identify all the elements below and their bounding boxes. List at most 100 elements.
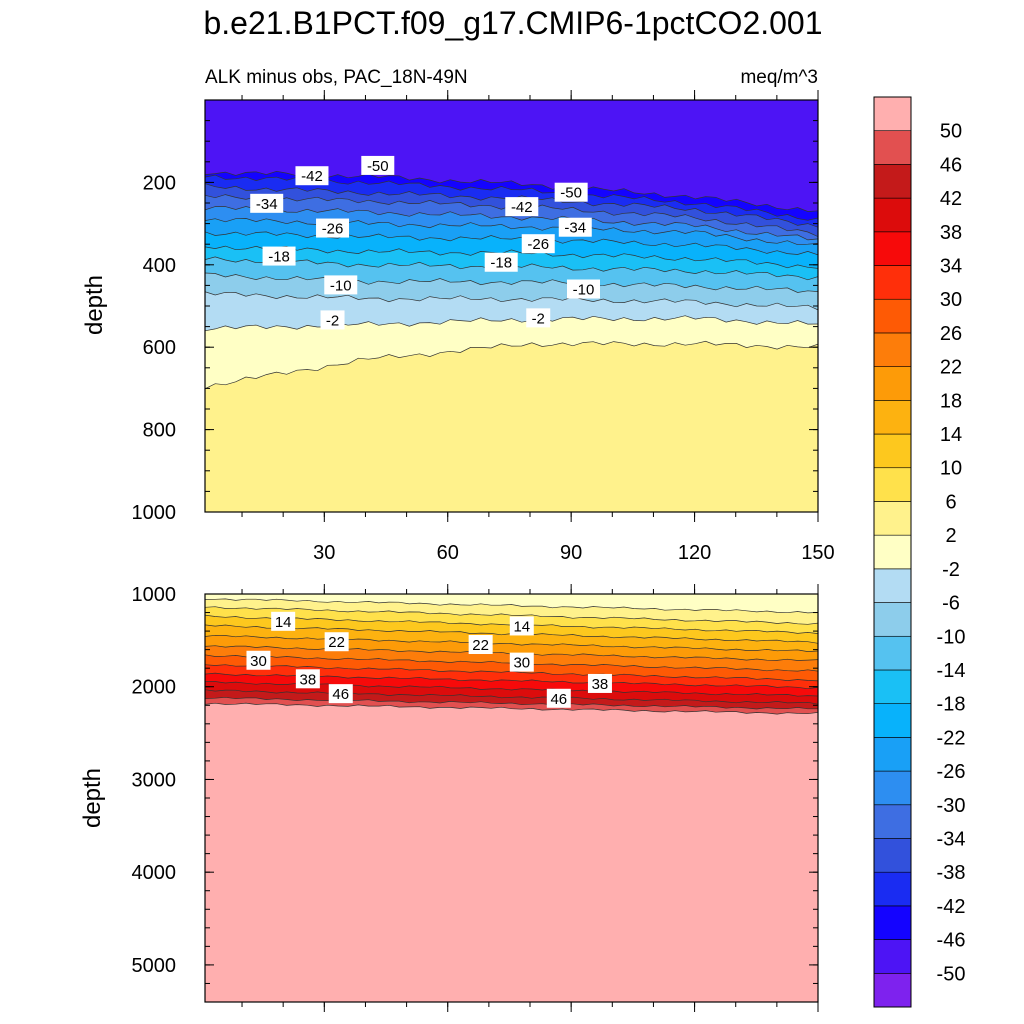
upper-contour-label-box [262,246,296,266]
upper-y-tick-label: 600 [143,337,176,359]
upper-contour-label-box [484,252,518,272]
colorbar-label: -50 [937,963,966,985]
lower-contour-label: 14 [275,614,292,631]
lower-contour-fills [205,598,818,1002]
lower-contour-line [205,598,818,614]
colorbar-label: 30 [940,289,962,311]
lower-contour-label: 22 [328,634,345,651]
upper-contour-fills [205,170,818,512]
lower-y-tick-label: 5000 [132,955,177,977]
colorbar-swatch [873,130,912,165]
colorbar-swatch [873,265,912,300]
lower-panel: 14 14 22 22 30 30 38 38 46 46 1000 2000 3000 4000 5000 [132,584,819,1012]
colorbar: -50-46-42-38-34-30-26-22-18-14-10-6-2261… [873,96,966,1008]
upper-contour-label: -2 [326,312,339,329]
colorbar-label: 10 [940,458,962,480]
upper-contour-label: -10 [330,277,352,294]
colorbar-swatch [873,96,912,132]
upper-contour-label: -18 [490,255,512,272]
lower-y-tick-label: 1000 [132,584,177,606]
colorbar-label: 2 [945,525,956,547]
x-tick-label: 60 [437,542,459,564]
colorbar-swatch [873,602,912,637]
x-tick-label: 120 [678,542,711,564]
upper-contour-label-box [250,193,284,213]
upper-y-tick-label: 1000 [132,502,177,524]
lower-contour-line [205,689,818,705]
colorbar-swatch [873,298,912,334]
upper-y-axis-label: depth [81,275,108,335]
colorbar-label: -30 [937,795,966,817]
colorbar-label: 26 [940,323,962,345]
upper-subtitle-right: meq/m^3 [740,67,818,88]
x-tick-label: 150 [801,542,834,564]
upper-contour-label-box [521,234,555,254]
colorbar-label: 14 [940,424,962,446]
upper-contour-label-box [554,182,588,202]
upper-contour-line [205,218,818,246]
upper-contour-fill [205,341,818,512]
upper-contour-label: -42 [301,168,323,185]
colorbar-swatch [873,635,912,671]
colorbar-swatch [873,400,912,435]
colorbar-swatch [873,164,912,199]
colorbar-label: -18 [937,694,966,716]
colorbar-swatch [873,568,912,603]
lower-contour-label-box [295,669,320,689]
colorbar-label: -26 [937,761,966,783]
colorbar-swatch [873,972,912,1008]
colorbar-swatch [873,905,912,940]
upper-contour-label-box [558,217,592,237]
lower-contour-label-box [271,611,296,631]
colorbar-label: 42 [940,188,962,210]
lower-contour-label: 38 [592,676,609,693]
colorbar-swatch [873,534,912,570]
upper-y-tick-label: 400 [143,255,176,277]
upper-contour-label-box [566,279,600,299]
upper-y-tick-label: 200 [143,172,176,194]
colorbar-label: -38 [937,862,966,884]
lower-contour-label: 14 [513,618,530,635]
lower-contour-label-box [587,673,612,693]
lower-contour-label-box [246,650,271,670]
colorbar-swatch [873,366,912,401]
colorbar-swatch [873,467,912,502]
upper-contour-label: -2 [532,310,545,327]
upper-contour-label-box [361,155,395,175]
colorbar-swatch [873,838,912,873]
lower-contour-label: 38 [300,671,317,688]
upper-contour-line [205,340,818,390]
colorbar-label: 18 [940,390,962,412]
lower-y-tick-label: 4000 [132,862,177,884]
lower-contour-label: 30 [513,655,530,672]
colorbar-label: -10 [937,626,966,648]
upper-contour-line [205,245,818,269]
colorbar-label: -6 [942,593,960,615]
colorbar-label: -34 [937,828,966,850]
lower-contour-label: 46 [332,686,349,703]
colorbar-swatch [873,433,912,469]
upper-contour-line [205,206,818,241]
upper-contour-label-box [316,218,350,238]
upper-contour-label-box [295,166,329,186]
colorbar-swatch [873,231,912,266]
colorbar-label: -14 [937,660,966,682]
upper-y-tick-label: 800 [143,420,176,442]
upper-contour-label: -50 [367,158,389,175]
colorbar-label: -42 [937,896,966,918]
colorbar-label: 46 [940,154,962,176]
lower-contour-label-box [509,616,534,636]
lower-contour-label-box [509,652,534,672]
colorbar-swatch [873,501,912,536]
upper-subtitle-left: ALK minus obs, PAC_18N-49N [205,67,468,88]
colorbar-label: -22 [937,727,966,749]
colorbar-frame [873,96,912,1008]
lower-y-axis-label: depth [79,768,106,828]
colorbar-swatch [873,332,912,367]
colorbar-swatch [873,669,912,704]
upper-contour-label: -18 [268,249,290,266]
lower-contour-line [205,702,818,715]
upper-contour-label: -34 [256,196,278,213]
upper-contour-label: -42 [511,199,533,216]
upper-contour-label: -34 [564,220,586,237]
